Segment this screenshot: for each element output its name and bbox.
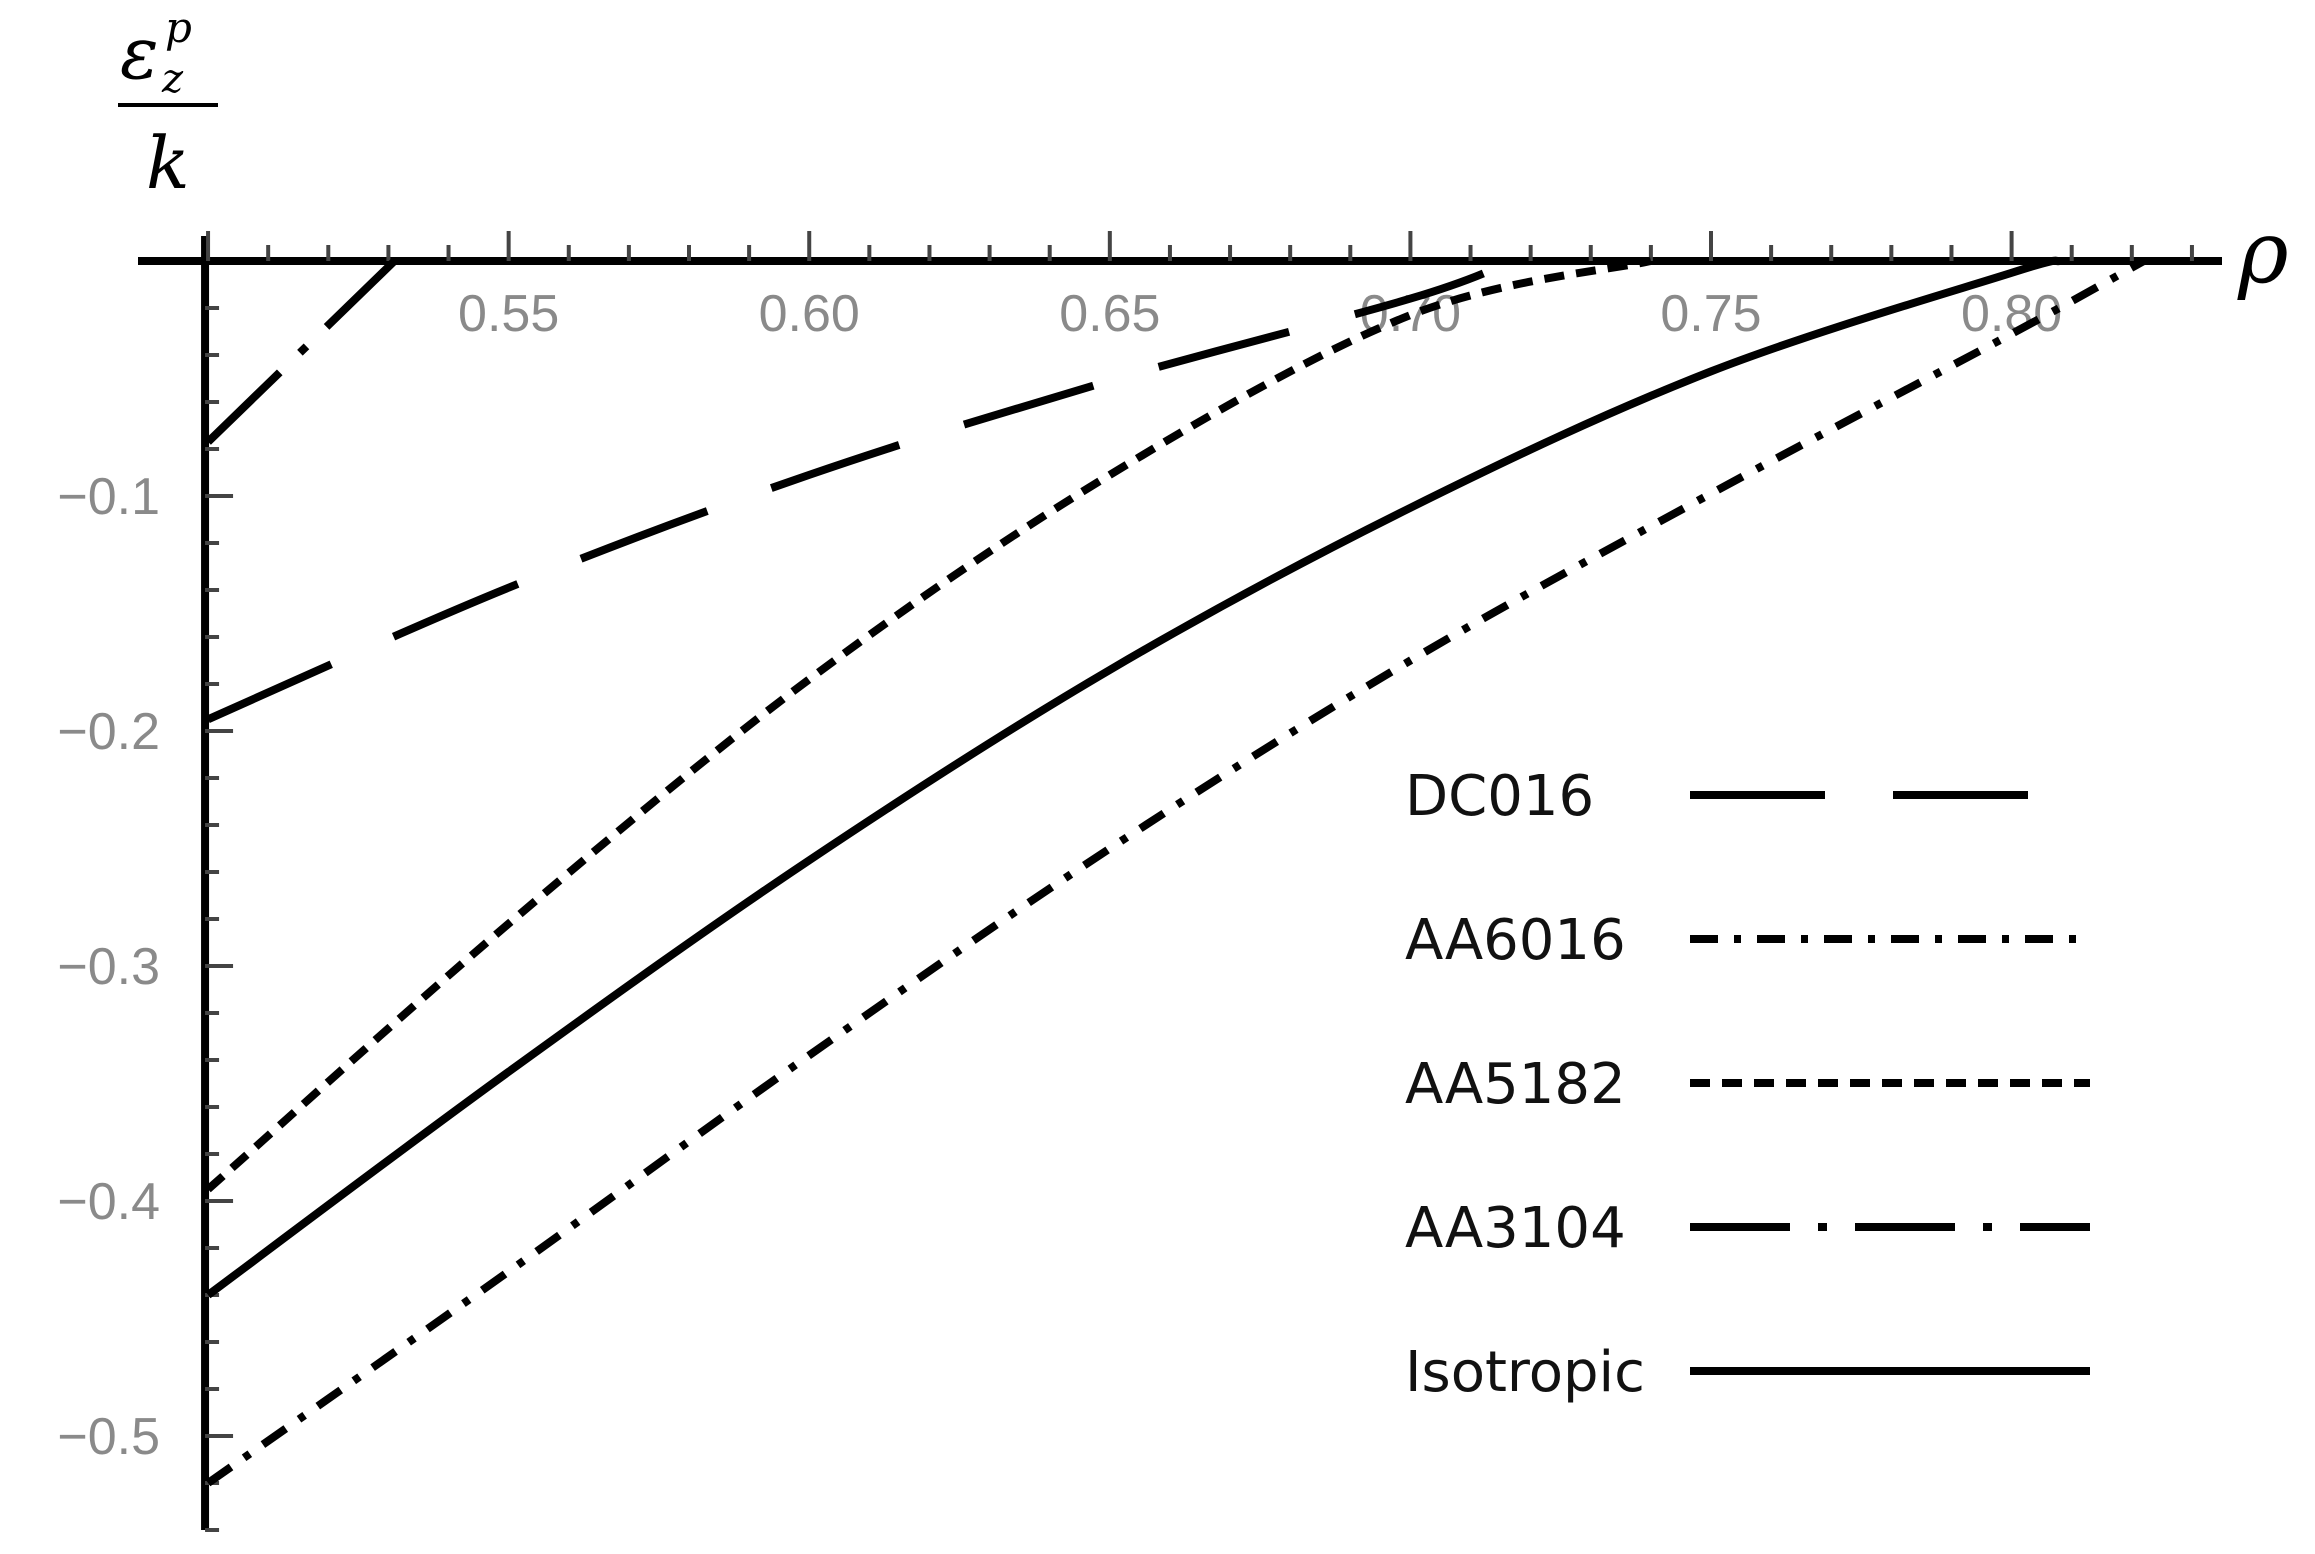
legend-label: AA5182 (1405, 1052, 1626, 1117)
legend-entry-aa3104: AA3104 (1405, 1196, 2090, 1261)
y-label-superscript: p (165, 3, 192, 52)
series-line-aa6016 (205, 257, 2146, 1487)
legend-label: AA6016 (1405, 908, 1626, 973)
legend-entry-aa6016: AA6016 (1405, 908, 2090, 973)
x-tick-label: 0.75 (1660, 285, 1761, 343)
series-line-aa5182 (205, 257, 1652, 1193)
legend-entry-isotropic: Isotropic (1405, 1340, 2090, 1405)
legend-label: Isotropic (1405, 1340, 1645, 1405)
y-tick-label: −0.5 (57, 1408, 160, 1466)
x-tick-label: 0.80 (1961, 285, 2062, 343)
legend-label: DC016 (1405, 764, 1594, 829)
y-label-denominator: k (146, 121, 190, 205)
x-tick-label: 0.60 (759, 285, 860, 343)
legend-label: AA3104 (1405, 1196, 1626, 1261)
series-group (205, 256, 2146, 1487)
y-label-symbol: ε (120, 11, 159, 95)
legend: DC016 AA6016 AA5182 AA3104 Isotropic (1405, 764, 2090, 1405)
legend-entry-aa5182: AA5182 (1405, 1052, 2090, 1117)
y-axis-label: ε p z k (118, 3, 218, 205)
series-line-aa3104 (205, 258, 398, 445)
y-tick-label: −0.4 (57, 1173, 160, 1231)
axes: 0.55 0.60 0.65 0.70 0.75 0.80−0.1−0.2−0.3−0.4… (57, 231, 2222, 1532)
x-tick-label: 0.65 (1059, 285, 1160, 343)
x-tick-label: 0.55 (458, 285, 559, 343)
series-line-dc016 (206, 257, 1515, 723)
x-axis-label: ρ (2237, 203, 2289, 303)
y-label-subscript: z (161, 56, 184, 102)
y-tick-label: −0.2 (57, 703, 160, 761)
legend-entry-dc016: DC016 (1405, 764, 2090, 829)
series-line-isotropic (205, 256, 2061, 1299)
y-tick-label: −0.3 (57, 938, 160, 996)
y-tick-label: −0.1 (57, 468, 160, 526)
